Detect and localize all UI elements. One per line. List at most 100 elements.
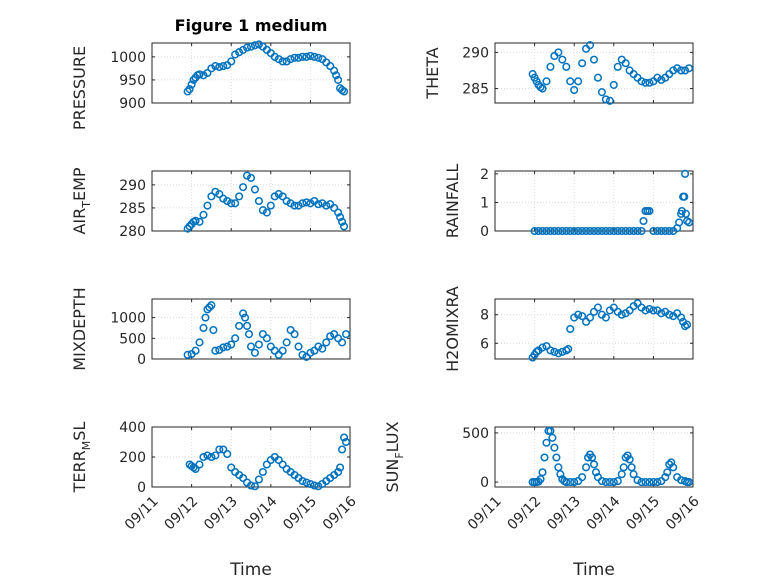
rainfall-point-17 — [597, 226, 606, 236]
sun_flux-point-11 — [550, 443, 559, 452]
mixdepth-point-17 — [239, 309, 248, 318]
theta-axes-bg — [495, 43, 693, 103]
theta-point-30 — [637, 77, 646, 86]
sun_flux-point-12 — [552, 453, 561, 462]
pressure-ytick-label-2: 1000 — [110, 50, 146, 66]
air_temp-point-32 — [302, 198, 311, 207]
sun_flux-point-48 — [661, 473, 670, 482]
mixdepth-point-40 — [322, 338, 331, 347]
rainfall-point-20 — [609, 226, 618, 236]
terr_msl-point-5 — [199, 452, 208, 462]
rainfall-point-24 — [625, 226, 634, 236]
mixdepth-point-30 — [282, 338, 291, 347]
sun_flux-point-4 — [536, 475, 545, 484]
sun_flux-axes-box — [494, 426, 694, 488]
h2omixra-point-25 — [617, 310, 626, 319]
rainfall-point-27 — [637, 226, 646, 236]
air_temp-point-23 — [266, 201, 275, 210]
h2omixra-point-37 — [665, 310, 674, 319]
theta-point-13 — [570, 85, 579, 95]
pressure-point-42 — [334, 75, 343, 84]
mixdepth-point-34 — [298, 350, 307, 359]
air_temp-ytick-label-1: 285 — [119, 201, 146, 217]
h2omixra-point-19 — [593, 303, 603, 312]
theta-point-22 — [605, 96, 614, 105]
rainfall-point-14 — [585, 226, 595, 236]
theta-ytick-label-0: 285 — [462, 82, 489, 98]
terr_msl-point-11 — [223, 449, 232, 459]
terr_msl-point-30 — [298, 476, 307, 486]
terr_msl-point-34 — [314, 482, 323, 491]
theta-point-15 — [578, 59, 587, 68]
air_temp-point-28 — [286, 199, 295, 208]
h2omixra-point-18 — [589, 307, 599, 316]
pressure-point-2 — [187, 80, 196, 89]
sun_flux-point-27 — [591, 468, 601, 477]
sun_flux-point-10 — [548, 433, 557, 442]
theta-point-20 — [597, 88, 606, 97]
h2omixra-point-33 — [649, 306, 658, 315]
pressure-point-10 — [211, 62, 220, 71]
pressure-point-31 — [294, 53, 303, 62]
rainfall-point-15 — [589, 226, 599, 236]
mixdepth-point-38 — [314, 342, 323, 351]
theta-point-35 — [657, 75, 666, 84]
terr_msl-point-40 — [336, 463, 345, 472]
air_temp-point-30 — [294, 201, 303, 210]
rainfall-ytick-label-2: 2 — [480, 167, 489, 183]
h2omixra-ytick-label-0: 6 — [480, 336, 489, 352]
pressure-ylabel: PRESSURE — [70, 46, 89, 130]
sun_flux-point-21 — [578, 473, 587, 482]
pressure-point-32 — [298, 52, 307, 61]
rainfall-point-23 — [621, 226, 630, 236]
mixdepth-point-4 — [199, 323, 208, 333]
terr_msl-point-8 — [211, 451, 220, 460]
pressure-point-6 — [195, 70, 204, 79]
pressure-point-15 — [231, 50, 240, 59]
sun_flux-point-18 — [566, 478, 575, 487]
pressure-point-1 — [185, 85, 194, 94]
terr-msl-ylabel: TERRMSL — [70, 422, 93, 494]
theta-point-9 — [554, 48, 563, 57]
mixdepth-point-23 — [254, 340, 263, 349]
h2omixra-axes-box — [494, 298, 694, 360]
terr_msl-point-21 — [262, 460, 271, 469]
terr-msl-xlabel: Time — [229, 560, 272, 580]
rainfall-ytick-label-1: 1 — [480, 195, 489, 211]
h2omixra-point-14 — [574, 310, 583, 319]
rainfall-axes-bg — [495, 171, 693, 231]
air_temp-point-10 — [215, 190, 224, 199]
rainfall-point-44 — [681, 169, 690, 178]
h2omixra-point-15 — [578, 312, 587, 321]
air_temp-point-35 — [314, 200, 323, 209]
sun-flux-xlabel: Time — [572, 560, 615, 580]
pressure-point-30 — [290, 53, 299, 62]
terr_msl-point-18 — [250, 482, 260, 491]
mixdepth-ylabel: MIXDEPTH — [70, 287, 89, 370]
rainfall-point-31 — [645, 206, 654, 216]
pressure-point-0 — [183, 87, 192, 96]
air_temp-point-22 — [262, 208, 271, 217]
sun_flux-point-37 — [623, 451, 632, 460]
panel-rainfall: 0 1 2 RAINFALL — [443, 164, 694, 240]
pressure-point-18 — [242, 43, 252, 52]
air_temp-point-12 — [223, 196, 232, 206]
sun_flux-point-26 — [589, 460, 599, 469]
rainfall-plot-area: 0 1 2 — [480, 167, 694, 240]
rainfall-ylabel: RAINFALL — [443, 164, 462, 239]
mixdepth-point-7 — [205, 303, 214, 312]
rainfall-point-7 — [558, 226, 567, 236]
rainfall-point-26 — [633, 226, 642, 236]
rainfall-point-33 — [653, 226, 662, 236]
pressure-point-33 — [302, 52, 311, 61]
air_temp-point-40 — [334, 208, 343, 217]
pressure-point-29 — [286, 55, 295, 64]
rainfall-point-10 — [570, 226, 579, 236]
air_temp-point-31 — [298, 199, 307, 208]
air_temp-point-27 — [282, 196, 291, 206]
sun_flux-point-32 — [609, 478, 618, 487]
pressure-point-40 — [330, 66, 339, 75]
air_temp-point-19 — [250, 185, 260, 194]
air_temp-point-4 — [191, 216, 200, 225]
theta-point-26 — [621, 59, 630, 68]
